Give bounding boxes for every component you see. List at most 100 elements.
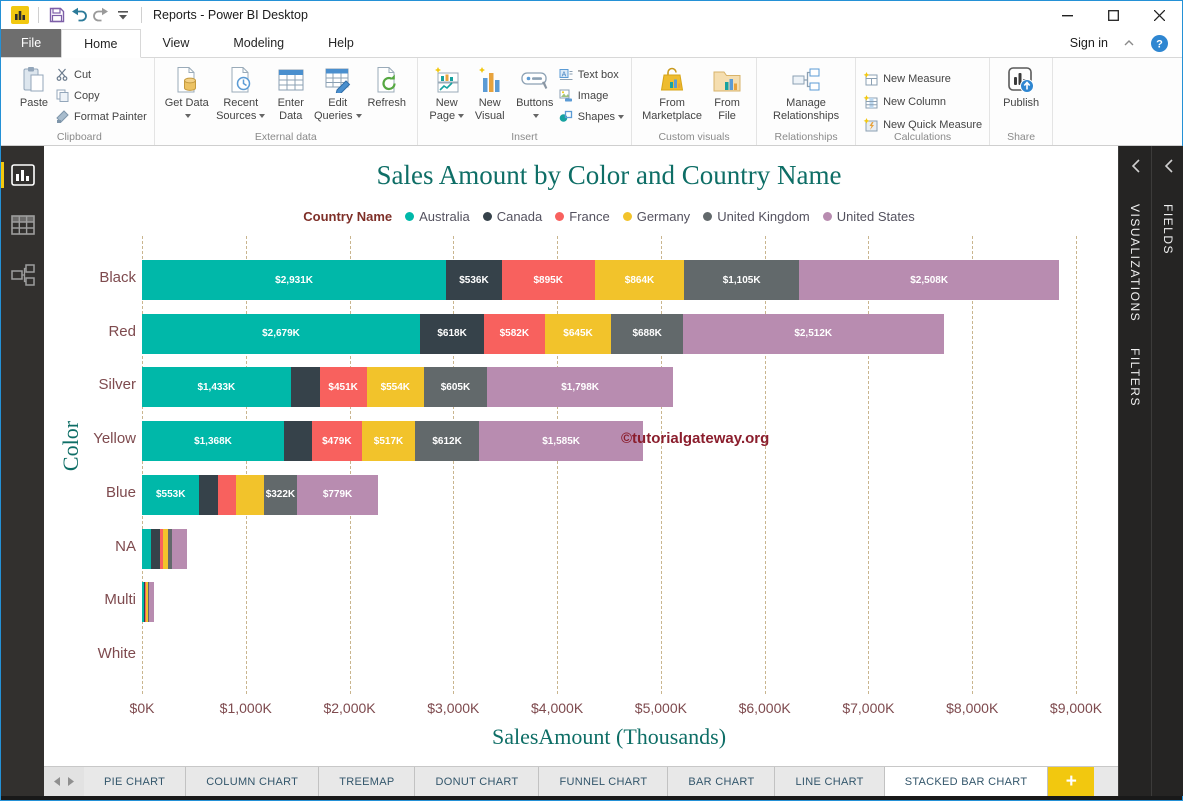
bar-segment[interactable] (142, 528, 151, 569)
legend-item[interactable]: Australia (405, 209, 470, 224)
bar-segment[interactable]: $1,105K (684, 260, 799, 300)
format-painter-button[interactable]: Format Painter (56, 107, 147, 126)
bar-segment[interactable]: $322K (263, 474, 298, 515)
copy-button[interactable]: Copy (56, 86, 147, 105)
expand-fields-chevron-icon[interactable] (1156, 154, 1180, 178)
minimize-button[interactable] (1044, 1, 1090, 29)
text-box-button[interactable]: A Text box (559, 65, 624, 84)
bar-segment[interactable]: $1,368K (142, 421, 284, 462)
legend-item[interactable]: France (555, 209, 610, 224)
get-data-button[interactable]: Get Data (162, 63, 212, 131)
bar-segment[interactable]: $645K (544, 313, 612, 354)
bar-segment[interactable] (150, 528, 161, 569)
paste-button[interactable]: Paste (12, 63, 56, 131)
shapes-button[interactable]: Shapes (559, 107, 625, 126)
data-view-button[interactable] (1, 210, 44, 240)
from-marketplace-button[interactable]: From Marketplace (639, 63, 705, 131)
save-button[interactable] (46, 4, 68, 26)
bar-segment[interactable] (290, 367, 320, 408)
expand-visualizations-chevron-icon[interactable] (1123, 154, 1147, 178)
bar-segment[interactable] (199, 474, 219, 515)
bar-segment[interactable]: $553K (142, 474, 200, 515)
bar-segment[interactable]: $605K (424, 367, 487, 408)
page-tab[interactable]: PIE CHART (84, 767, 187, 796)
bar-segment[interactable] (218, 474, 237, 515)
page-tab[interactable]: STACKED BAR CHART (884, 767, 1049, 796)
bar-segment[interactable]: $618K (420, 313, 485, 354)
bar-segment[interactable] (236, 474, 264, 515)
bar-segment[interactable] (142, 582, 144, 623)
new-visual-button[interactable]: New Visual (469, 63, 511, 131)
edit-queries-button[interactable]: Edit Queries (312, 63, 364, 131)
bar-segment[interactable]: $895K (501, 260, 595, 300)
model-view-button[interactable] (1, 260, 44, 290)
close-button[interactable] (1136, 1, 1182, 29)
bar-segment[interactable]: $612K (415, 421, 479, 462)
bar-segment[interactable] (146, 582, 148, 623)
tab-modeling[interactable]: Modeling (211, 29, 306, 57)
legend-item[interactable]: United States (822, 209, 915, 224)
page-tab[interactable]: FUNNEL CHART (539, 767, 669, 796)
bar-segment[interactable] (167, 528, 172, 569)
bar-segment[interactable]: $479K (311, 421, 362, 462)
tab-view[interactable]: View (141, 29, 212, 57)
fields-panel-label[interactable]: FIELDS (1161, 204, 1175, 256)
bar-segment[interactable]: $451K (319, 367, 367, 408)
legend-item[interactable]: United Kingdom (703, 209, 810, 224)
bar-segment[interactable]: $517K (361, 421, 416, 462)
page-tab[interactable]: BAR CHART (668, 767, 776, 796)
bar-segment[interactable]: $2,931K (142, 260, 447, 300)
undo-button[interactable] (68, 4, 90, 26)
bar-segment[interactable]: $1,433K (142, 367, 291, 408)
new-column-button[interactable]: New Column (863, 92, 982, 111)
bar-segment[interactable]: $1,798K (486, 367, 674, 408)
manage-relationships-button[interactable]: Manage Relationships (764, 63, 848, 131)
bar-segment[interactable]: $2,508K (799, 260, 1060, 300)
help-icon[interactable]: ? (1150, 32, 1168, 54)
refresh-button[interactable]: Refresh (364, 63, 410, 131)
new-page-button[interactable]: New Page (425, 63, 469, 131)
bar-segment[interactable]: $779K (297, 474, 378, 515)
sign-in-button[interactable]: Sign in (1069, 36, 1108, 50)
bar-segment[interactable] (171, 528, 188, 569)
recent-sources-button[interactable]: Recent Sources (212, 63, 270, 131)
bar-segment[interactable] (143, 582, 145, 623)
bar-segment[interactable] (148, 582, 149, 623)
report-view-button[interactable] (1, 160, 44, 190)
redo-button[interactable] (90, 4, 112, 26)
bar-segment[interactable]: $2,512K (682, 313, 944, 354)
legend-item[interactable]: Canada (482, 209, 542, 224)
tab-help[interactable]: Help (306, 29, 376, 57)
page-tab-scroll-arrows[interactable] (44, 767, 84, 796)
tab-file[interactable]: File (1, 29, 62, 57)
buttons-button[interactable]: Buttons (511, 63, 559, 131)
customize-toolbar-caret-icon[interactable] (112, 4, 134, 26)
filters-panel-label[interactable]: FILTERS (1128, 348, 1142, 408)
bar-segment[interactable] (160, 528, 164, 569)
page-tab[interactable]: TREEMAP (319, 767, 416, 796)
new-quick-measure-button[interactable]: New Quick Measure (863, 115, 982, 134)
bar-segment[interactable]: $688K (611, 313, 683, 354)
visualizations-panel-label[interactable]: VISUALIZATIONS (1128, 204, 1142, 323)
collapse-ribbon-chevron-icon[interactable] (1122, 32, 1136, 54)
bar-segment[interactable]: $1,585K (478, 421, 644, 462)
bar-segment[interactable]: $2,679K (142, 313, 421, 354)
publish-button[interactable]: Publish (997, 63, 1045, 131)
cut-button[interactable]: Cut (56, 65, 147, 84)
bar-segment[interactable] (163, 528, 168, 569)
page-tab[interactable]: LINE CHART (775, 767, 885, 796)
image-button[interactable]: Image (559, 86, 624, 105)
bar-segment[interactable] (283, 421, 312, 462)
bar-segment[interactable]: $554K (366, 367, 425, 408)
new-page-tab-button[interactable]: + (1048, 767, 1095, 796)
bar-segment[interactable] (144, 582, 147, 623)
page-tab[interactable]: COLUMN CHART (186, 767, 320, 796)
maximize-button[interactable] (1090, 1, 1136, 29)
page-tab[interactable]: DONUT CHART (415, 767, 540, 796)
enter-data-button[interactable]: Enter Data (270, 63, 312, 131)
bar-segment[interactable]: $864K (594, 260, 685, 300)
legend-item[interactable]: Germany (622, 209, 690, 224)
tab-home[interactable]: Home (61, 29, 141, 58)
bar-segment[interactable] (148, 582, 154, 623)
new-measure-button[interactable]: New Measure (863, 69, 982, 88)
